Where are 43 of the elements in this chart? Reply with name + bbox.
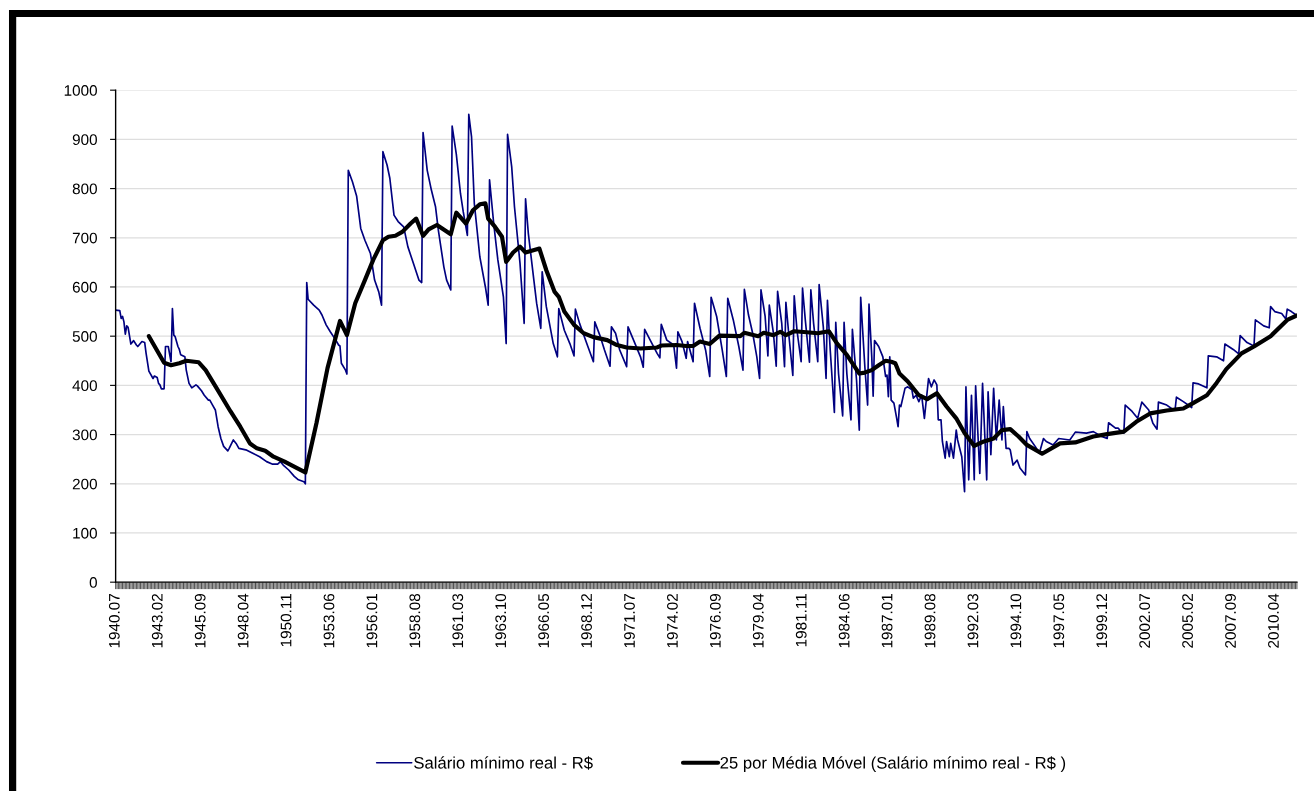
x-tick-label: 1992.03 xyxy=(967,593,979,648)
x-tick-label: 1994.10 xyxy=(1010,593,1022,648)
y-tick-label: 700 xyxy=(72,232,97,244)
y-tick-label: 900 xyxy=(72,134,97,146)
y-tick-label: 300 xyxy=(72,429,97,441)
x-tick-label: 1956.01 xyxy=(366,594,378,648)
line-series xyxy=(146,201,1297,475)
legend-label: Salário mínimo real - R$ xyxy=(414,756,593,770)
x-tick-label: 2010.04 xyxy=(1268,593,1279,648)
x-tick-label: 1974.02 xyxy=(667,594,678,648)
x-tick-label: 1958.08 xyxy=(409,593,421,648)
legend-label: 25 por Média Móvel (Salário mínimo real - R$ ) xyxy=(720,756,1066,772)
y-tick-label: 1000 xyxy=(64,85,97,96)
x-tick-label: 1961.03 xyxy=(452,593,464,648)
x-tick-label: 1966.05 xyxy=(538,593,550,648)
y-tick-label: 800 xyxy=(72,183,97,195)
x-tick-label: 2007.09 xyxy=(1225,594,1236,648)
x-tick-label: 1948.04 xyxy=(237,593,249,648)
x-tick-label: 1953.06 xyxy=(323,593,335,648)
x-tick-label: 1999.12 xyxy=(1096,594,1108,648)
line-series xyxy=(115,113,1297,493)
x-tick-label: 1943.02 xyxy=(151,594,163,648)
x-tick-label: 1971.07 xyxy=(624,594,635,648)
x-tick-label: 1987.01 xyxy=(881,594,893,648)
x-tick-label: 2005.02 xyxy=(1182,594,1193,648)
x-tick-label: 1976.09 xyxy=(709,594,721,648)
x-tick-label: 1989.08 xyxy=(924,593,936,648)
y-tick-label: 200 xyxy=(72,478,97,490)
y-tick-label: 100 xyxy=(73,527,97,539)
x-tick-label: 1940.07 xyxy=(108,594,120,648)
x-tick-label: 1950.11 xyxy=(280,594,292,647)
y-tick-label: 600 xyxy=(72,281,97,293)
x-tick-label: 1979.04 xyxy=(752,593,764,648)
x-tick-label: 1968.12 xyxy=(581,594,592,648)
x-tick-label: 1981.11 xyxy=(795,594,807,647)
y-tick-label: 400 xyxy=(72,380,97,392)
x-tick-label: 1945.09 xyxy=(194,594,206,648)
x-tick-label: 1997.05 xyxy=(1053,593,1065,648)
x-tick-label: 1984.06 xyxy=(838,593,850,648)
x-tick-label: 2002.07 xyxy=(1139,594,1151,648)
y-tick-label: 500 xyxy=(72,331,97,342)
y-tick-label: 0 xyxy=(89,577,97,588)
x-tick-label: 1963.10 xyxy=(495,593,507,648)
